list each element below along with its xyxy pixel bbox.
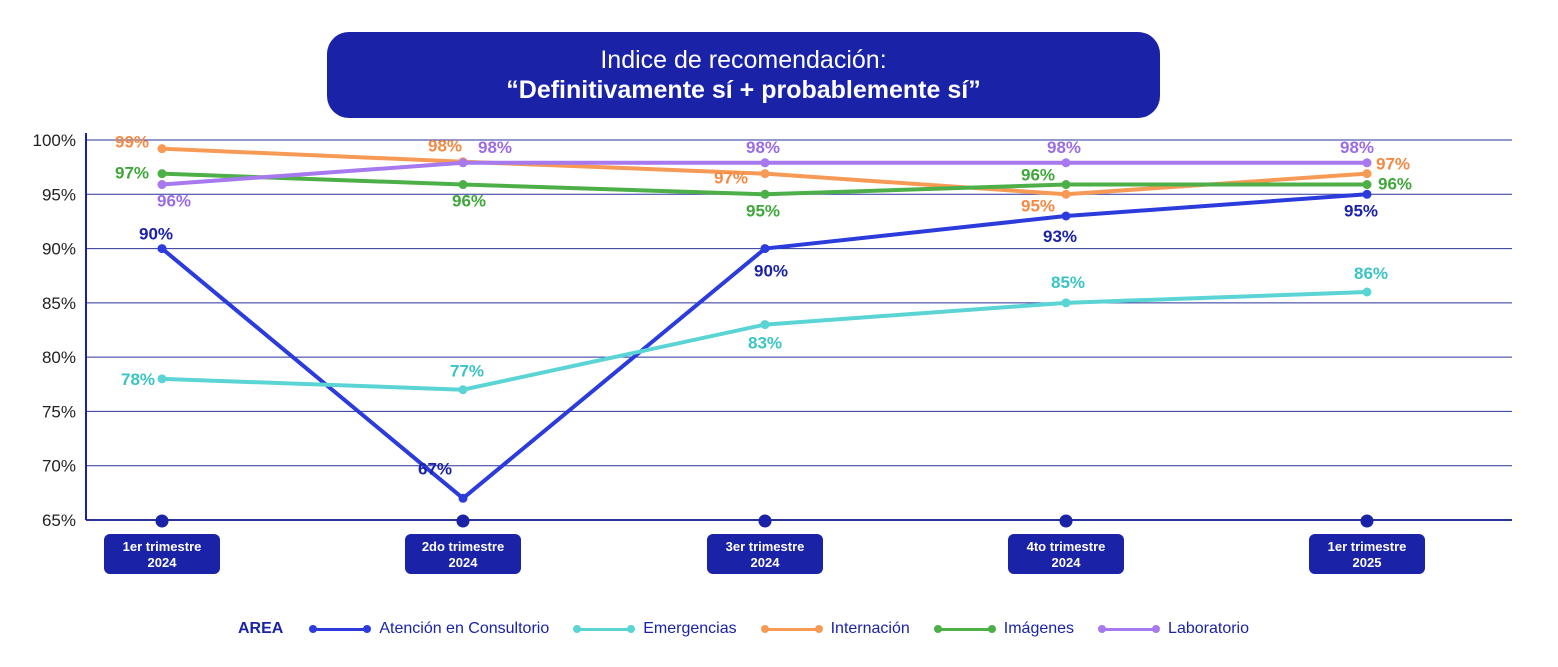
x-tick-label: 2do trimestre <box>422 539 504 554</box>
y-tick-label: 65% <box>42 511 76 530</box>
legend-item: Imágenes <box>933 620 1075 638</box>
y-tick-label: 90% <box>42 240 76 259</box>
y-tick-label: 85% <box>42 294 76 313</box>
x-tick-label-year: 2024 <box>148 555 178 570</box>
legend-swatch <box>309 625 372 633</box>
legend-label: Atención en Consultorio <box>379 620 550 637</box>
data-label: 93% <box>1043 227 1077 246</box>
x-tick-label-year: 2024 <box>449 555 479 570</box>
legend-title: AREA <box>238 620 284 637</box>
data-point <box>760 169 770 179</box>
data-label: 95% <box>1344 201 1378 220</box>
data-point <box>1061 211 1071 221</box>
x-tick-label: 4to trimestre <box>1027 539 1106 554</box>
legend-label: Imágenes <box>1003 620 1075 637</box>
data-point <box>760 158 770 168</box>
data-point <box>157 374 167 384</box>
x-tick-label: 1er trimestre <box>123 539 202 554</box>
x-tick-label-year: 2025 <box>1353 555 1382 570</box>
data-point <box>458 158 468 168</box>
y-tick-label: 75% <box>42 402 76 421</box>
data-label: 95% <box>1021 196 1055 215</box>
data-label: 98% <box>428 137 462 156</box>
data-point <box>760 320 770 330</box>
data-label: 78% <box>121 370 155 389</box>
x-tick-label-year: 2024 <box>751 555 781 570</box>
x-axis-marker <box>758 514 772 528</box>
data-point <box>1061 180 1071 190</box>
data-label: 96% <box>452 192 486 211</box>
chart-subtitle: “Definitivamente sí + probablemente sí” <box>506 76 981 104</box>
data-label: 77% <box>450 362 484 381</box>
data-label: 97% <box>115 164 149 183</box>
data-point <box>157 144 167 154</box>
data-label: 96% <box>1378 175 1412 194</box>
data-point <box>1061 189 1071 199</box>
legend-swatch <box>933 625 996 633</box>
x-category-box <box>1008 534 1124 574</box>
x-category-box <box>1309 534 1425 574</box>
legend-swatch <box>760 625 823 633</box>
y-tick-label: 95% <box>42 185 76 204</box>
data-label: 96% <box>157 192 191 211</box>
data-label: 85% <box>1051 273 1085 292</box>
data-point <box>458 180 468 190</box>
data-label: 90% <box>754 262 788 281</box>
data-label: 90% <box>139 225 173 244</box>
x-axis-marker <box>155 514 169 528</box>
y-tick-label: 80% <box>42 348 76 367</box>
chart-title-box: Indice de recomendación: “Definitivament… <box>327 32 1160 118</box>
data-label: 98% <box>478 138 512 157</box>
data-point <box>157 169 167 179</box>
data-label: 98% <box>746 138 780 157</box>
data-point <box>1362 158 1372 168</box>
legend-item: Internación <box>760 620 910 638</box>
x-tick-label: 3er trimestre <box>726 539 805 554</box>
y-tick-label: 100% <box>33 131 76 150</box>
data-point <box>1362 189 1372 199</box>
legend-swatch <box>573 625 636 633</box>
data-label: 97% <box>1376 155 1410 174</box>
legend-item: Emergencias <box>573 620 737 638</box>
data-point <box>1362 169 1372 179</box>
line-chart: 100%95%90%85%80%75%70%65%1er trimestre20… <box>33 131 1512 574</box>
legend: AREA Atención en Consultorio Emergencias I… <box>238 617 1275 641</box>
data-label: 67% <box>418 459 452 478</box>
data-label: 98% <box>1047 138 1081 157</box>
legend-item: Atención en Consultorio <box>309 620 550 638</box>
data-point <box>760 244 770 254</box>
data-label: 98% <box>1340 138 1374 157</box>
data-point <box>1362 180 1372 190</box>
y-tick-label: 70% <box>42 457 76 476</box>
legend-item: Laboratorio <box>1098 620 1249 638</box>
data-label: 95% <box>746 201 780 220</box>
x-category-box <box>707 534 823 574</box>
data-label: 96% <box>1021 166 1055 185</box>
x-category-box <box>405 534 521 574</box>
data-point <box>1061 298 1071 308</box>
data-label: 97% <box>714 169 748 188</box>
data-point <box>1061 158 1071 168</box>
data-point <box>458 493 468 503</box>
data-point <box>1362 287 1372 297</box>
x-tick-label-year: 2024 <box>1052 555 1082 570</box>
data-label: 99% <box>115 133 149 152</box>
data-label: 83% <box>748 334 782 353</box>
x-axis-marker <box>456 514 470 528</box>
x-tick-label: 1er trimestre <box>1328 539 1407 554</box>
x-category-box <box>104 534 220 574</box>
data-point <box>157 180 167 190</box>
data-point <box>458 385 468 395</box>
data-point <box>157 244 167 254</box>
x-axis-marker <box>1059 514 1073 528</box>
legend-swatch <box>1098 625 1161 633</box>
legend-label: Internación <box>830 620 910 637</box>
legend-label: Laboratorio <box>1168 620 1249 637</box>
data-label: 86% <box>1354 264 1388 283</box>
x-axis-marker <box>1360 514 1374 528</box>
chart-title: Indice de recomendación: <box>600 46 887 74</box>
data-point <box>760 189 770 199</box>
legend-label: Emergencias <box>643 620 737 637</box>
